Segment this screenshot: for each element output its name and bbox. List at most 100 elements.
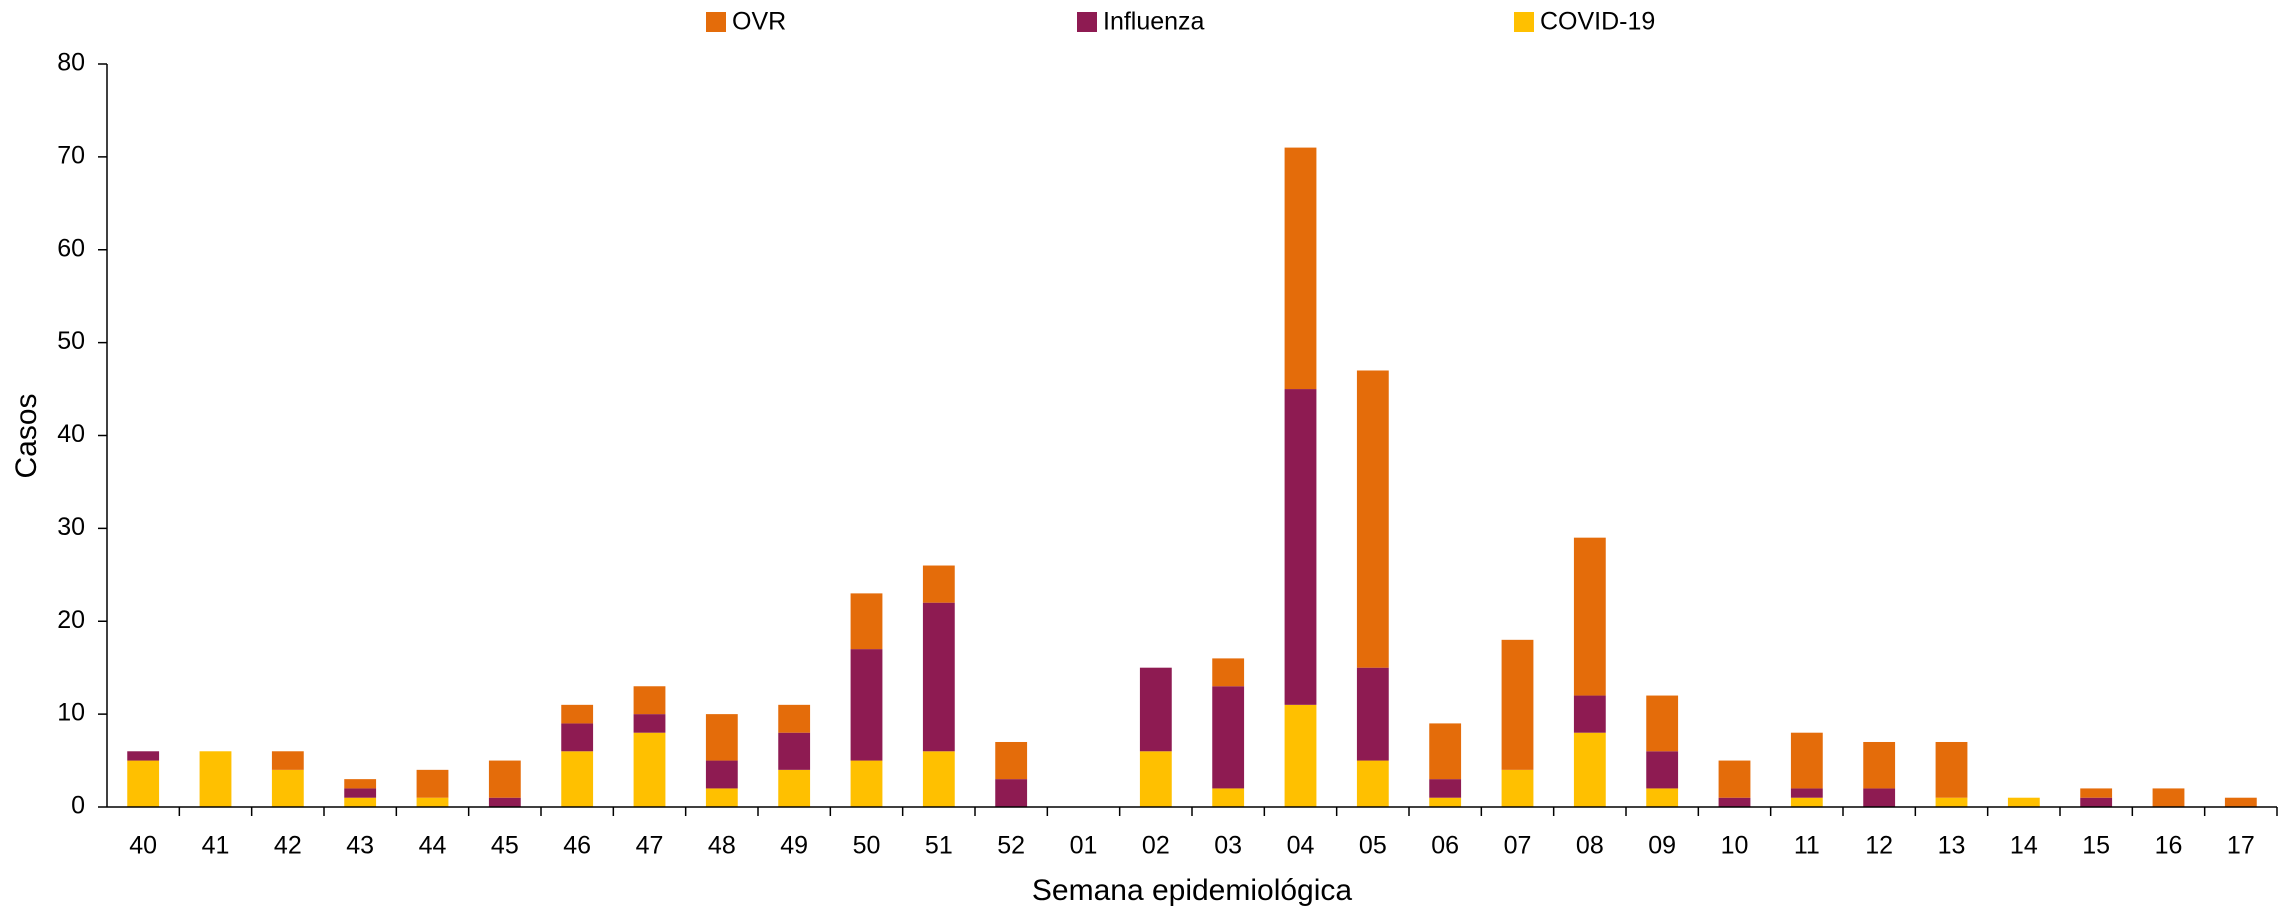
x-tick-label: 09 (1648, 832, 1676, 860)
bar-segment (271, 769, 304, 807)
x-tick-label: 01 (1070, 832, 1098, 860)
bar-segment (1284, 147, 1317, 390)
bar-segment (1935, 797, 1968, 807)
y-tick-label: 20 (57, 606, 85, 634)
bar-segment (1646, 751, 1679, 789)
bar-segment (1790, 788, 1823, 798)
legend-swatch (706, 12, 726, 32)
bar-segment (561, 751, 594, 807)
x-tick-label: 06 (1431, 832, 1459, 860)
bar-segment (850, 760, 883, 807)
bar-segment (1863, 788, 1896, 807)
bar-segment (1429, 797, 1462, 807)
bar-segment (1573, 695, 1606, 733)
x-tick-label: 51 (925, 832, 953, 860)
bar-segment (127, 760, 160, 807)
legend-label: Influenza (1103, 8, 1205, 36)
bar-segment (1429, 779, 1462, 798)
x-tick-label: 05 (1359, 832, 1387, 860)
bar-segment (2224, 797, 2257, 807)
x-tick-label: 02 (1142, 832, 1170, 860)
x-tick-label: 11 (1794, 832, 1820, 860)
y-tick-label: 40 (57, 420, 85, 448)
bar-segment (633, 714, 666, 733)
x-tick-label: 03 (1214, 832, 1242, 860)
bar-segment (2080, 797, 2113, 807)
bar-segment (344, 779, 377, 789)
bar-segment (1212, 686, 1245, 789)
bar-segment (1356, 760, 1389, 807)
bar-segment (561, 723, 594, 752)
bar-segment (1863, 741, 1896, 789)
bar-segment (1646, 788, 1679, 807)
bar-segment (271, 751, 304, 770)
bar-segment (344, 788, 377, 798)
legend-label: OVR (732, 8, 786, 36)
x-tick-label: 04 (1287, 832, 1315, 860)
bar-segment (922, 565, 955, 603)
y-tick-label: 30 (57, 513, 85, 541)
bar-segment (1573, 537, 1606, 696)
x-tick-label: 46 (563, 832, 591, 860)
bar-segment (995, 779, 1028, 807)
y-tick-label: 10 (57, 699, 85, 727)
y-tick-label: 70 (57, 141, 85, 169)
bar-segment (778, 704, 811, 733)
bar-segment (1284, 704, 1317, 807)
bar-segment (778, 769, 811, 807)
bar-segment (850, 593, 883, 650)
x-tick-label: 12 (1865, 832, 1893, 860)
bar-segment (1790, 797, 1823, 807)
x-tick-label: 40 (129, 832, 157, 860)
bar-segment (1429, 723, 1462, 780)
legend-swatch (1514, 12, 1534, 32)
bar-segment (2080, 788, 2113, 798)
bar-segment (705, 760, 738, 789)
x-tick-label: 17 (2227, 832, 2255, 860)
bar-segment (1139, 751, 1172, 807)
bar-segment (1284, 389, 1317, 705)
bar-segment (633, 686, 666, 715)
bar-segment (416, 769, 449, 798)
bar-segment (344, 797, 377, 807)
x-tick-label: 42 (274, 832, 302, 860)
y-tick-label: 60 (57, 234, 85, 262)
x-tick-label: 15 (2082, 832, 2110, 860)
x-axis-title: Semana epidemiológica (1032, 874, 1353, 907)
bar-segment (2007, 797, 2040, 807)
bar-segment (1935, 741, 1968, 798)
x-tick-label: 49 (780, 832, 808, 860)
bar-segment (1212, 788, 1245, 807)
bar-segment (199, 751, 232, 807)
x-tick-label: 14 (2010, 832, 2038, 860)
bar-segment (127, 751, 160, 761)
x-tick-label: 45 (491, 832, 519, 860)
bar-segment (995, 741, 1028, 780)
bar-segment (488, 760, 521, 798)
legend-label: COVID-19 (1540, 8, 1655, 36)
bar-segment (2152, 788, 2185, 807)
x-tick-label: 47 (636, 832, 664, 860)
bar-segment (1790, 732, 1823, 789)
bar-segment (705, 714, 738, 761)
bar-segment (1139, 667, 1172, 752)
x-tick-label: 43 (346, 832, 374, 860)
x-tick-label: 48 (708, 832, 736, 860)
bar-segment (1356, 667, 1389, 761)
x-tick-label: 44 (419, 832, 447, 860)
x-tick-label: 13 (1938, 832, 1966, 860)
bar-segment (1718, 760, 1751, 798)
x-tick-label: 10 (1721, 832, 1749, 860)
x-tick-label: 08 (1576, 832, 1604, 860)
bar-segment (922, 751, 955, 807)
bar-segment (1646, 695, 1679, 752)
bar-segment (850, 649, 883, 761)
bar-segment (416, 797, 449, 807)
y-tick-label: 50 (57, 327, 85, 355)
y-tick-label: 0 (71, 792, 85, 820)
x-tick-label: 16 (2155, 832, 2183, 860)
bar-segment (1212, 658, 1245, 687)
bar-segment (1501, 639, 1534, 770)
